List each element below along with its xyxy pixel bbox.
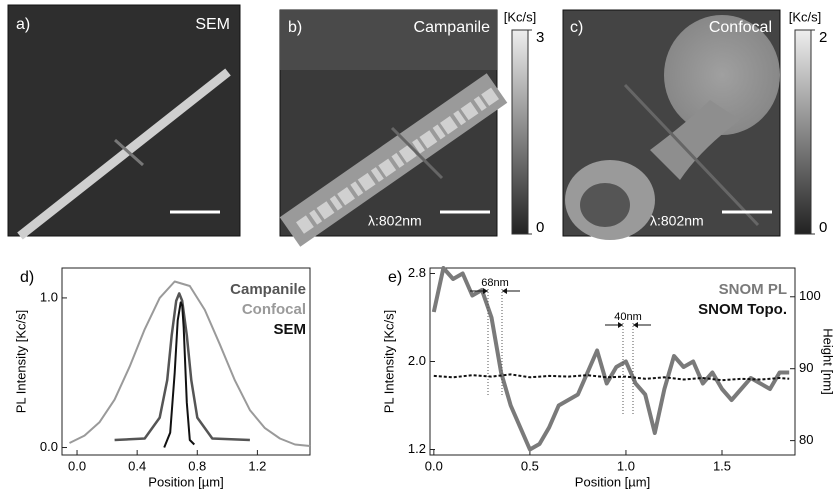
plot-frame [61,267,311,456]
y-axis-label: PL Intensity [Kc/s] [381,310,396,414]
annotation: 68nm [481,277,509,289]
arrow-head [618,322,623,328]
y-tick-label: 1.2 [408,441,426,456]
y2-tick-label: 100 [799,288,821,303]
x-axis-label: Position [µm] [575,474,650,489]
y-tick-label: 1.0 [40,289,58,304]
colorbar-tick-label: 2 [819,29,827,46]
colorbar-tick-label: 3 [536,29,544,46]
series-line [433,373,790,382]
series-line [431,266,790,452]
arrow-head [483,288,488,294]
x-tick-label: 1.5 [713,458,731,473]
confocal-image: c) Confocal λ:802nm [562,9,781,240]
x-tick-label: 0.8 [188,458,206,473]
panel-label: b) [288,19,302,36]
x-axis-label: Position [µm] [148,474,223,489]
colorbar-unit: [Kc/s] [789,9,822,24]
y-axis-label: PL Intensity [Kc/s] [13,310,28,414]
colorbar [794,29,812,235]
legend-entry: SNOM Topo. [698,301,787,318]
panel-title: SEM [195,16,230,33]
panel-label: a) [16,16,30,33]
campanile-image: b) Campanile λ:802nm [279,9,508,247]
panel-label: e) [388,269,402,286]
legend-entry: Campanile [230,281,306,298]
y2-tick-label: 90 [799,360,813,375]
panel-title: Campanile [414,19,491,36]
series-line [163,301,196,448]
legend-entry: Confocal [242,301,306,318]
arrow-head [502,288,507,294]
x-tick-label: 0.0 [68,458,86,473]
y-tick-label: 2.8 [408,265,426,280]
panel-label: d) [20,269,34,286]
series-line [69,280,311,447]
y-tick-label: 0.0 [40,439,58,454]
x-tick-label: 0.4 [128,458,146,473]
x-tick-label: 0.0 [425,458,443,473]
wavelength: λ:802nm [650,213,704,229]
colorbar-tick-label: 0 [536,219,544,236]
sem-image: a) SEM [7,4,241,240]
colorbar-unit: [Kc/s] [504,9,537,24]
wavelength: λ:802nm [368,213,422,229]
series-line [114,292,250,442]
panel-label: c) [570,19,583,36]
y2-tick-label: 80 [799,432,813,447]
arrow-head [633,322,638,328]
x-tick-label: 1.2 [248,458,266,473]
y2-axis-label: Height [nm] [821,328,836,394]
x-tick-label: 0.5 [521,458,539,473]
x-tick-label: 1.0 [617,458,635,473]
annotation: 40nm [614,311,642,323]
y-tick-label: 2.0 [408,353,426,368]
legend-entry: SEM [273,321,306,338]
panel-title: Confocal [709,19,772,36]
colorbar-tick-label: 0 [819,219,827,236]
legend-entry: SNOM PL [719,281,787,298]
colorbar [511,29,529,235]
